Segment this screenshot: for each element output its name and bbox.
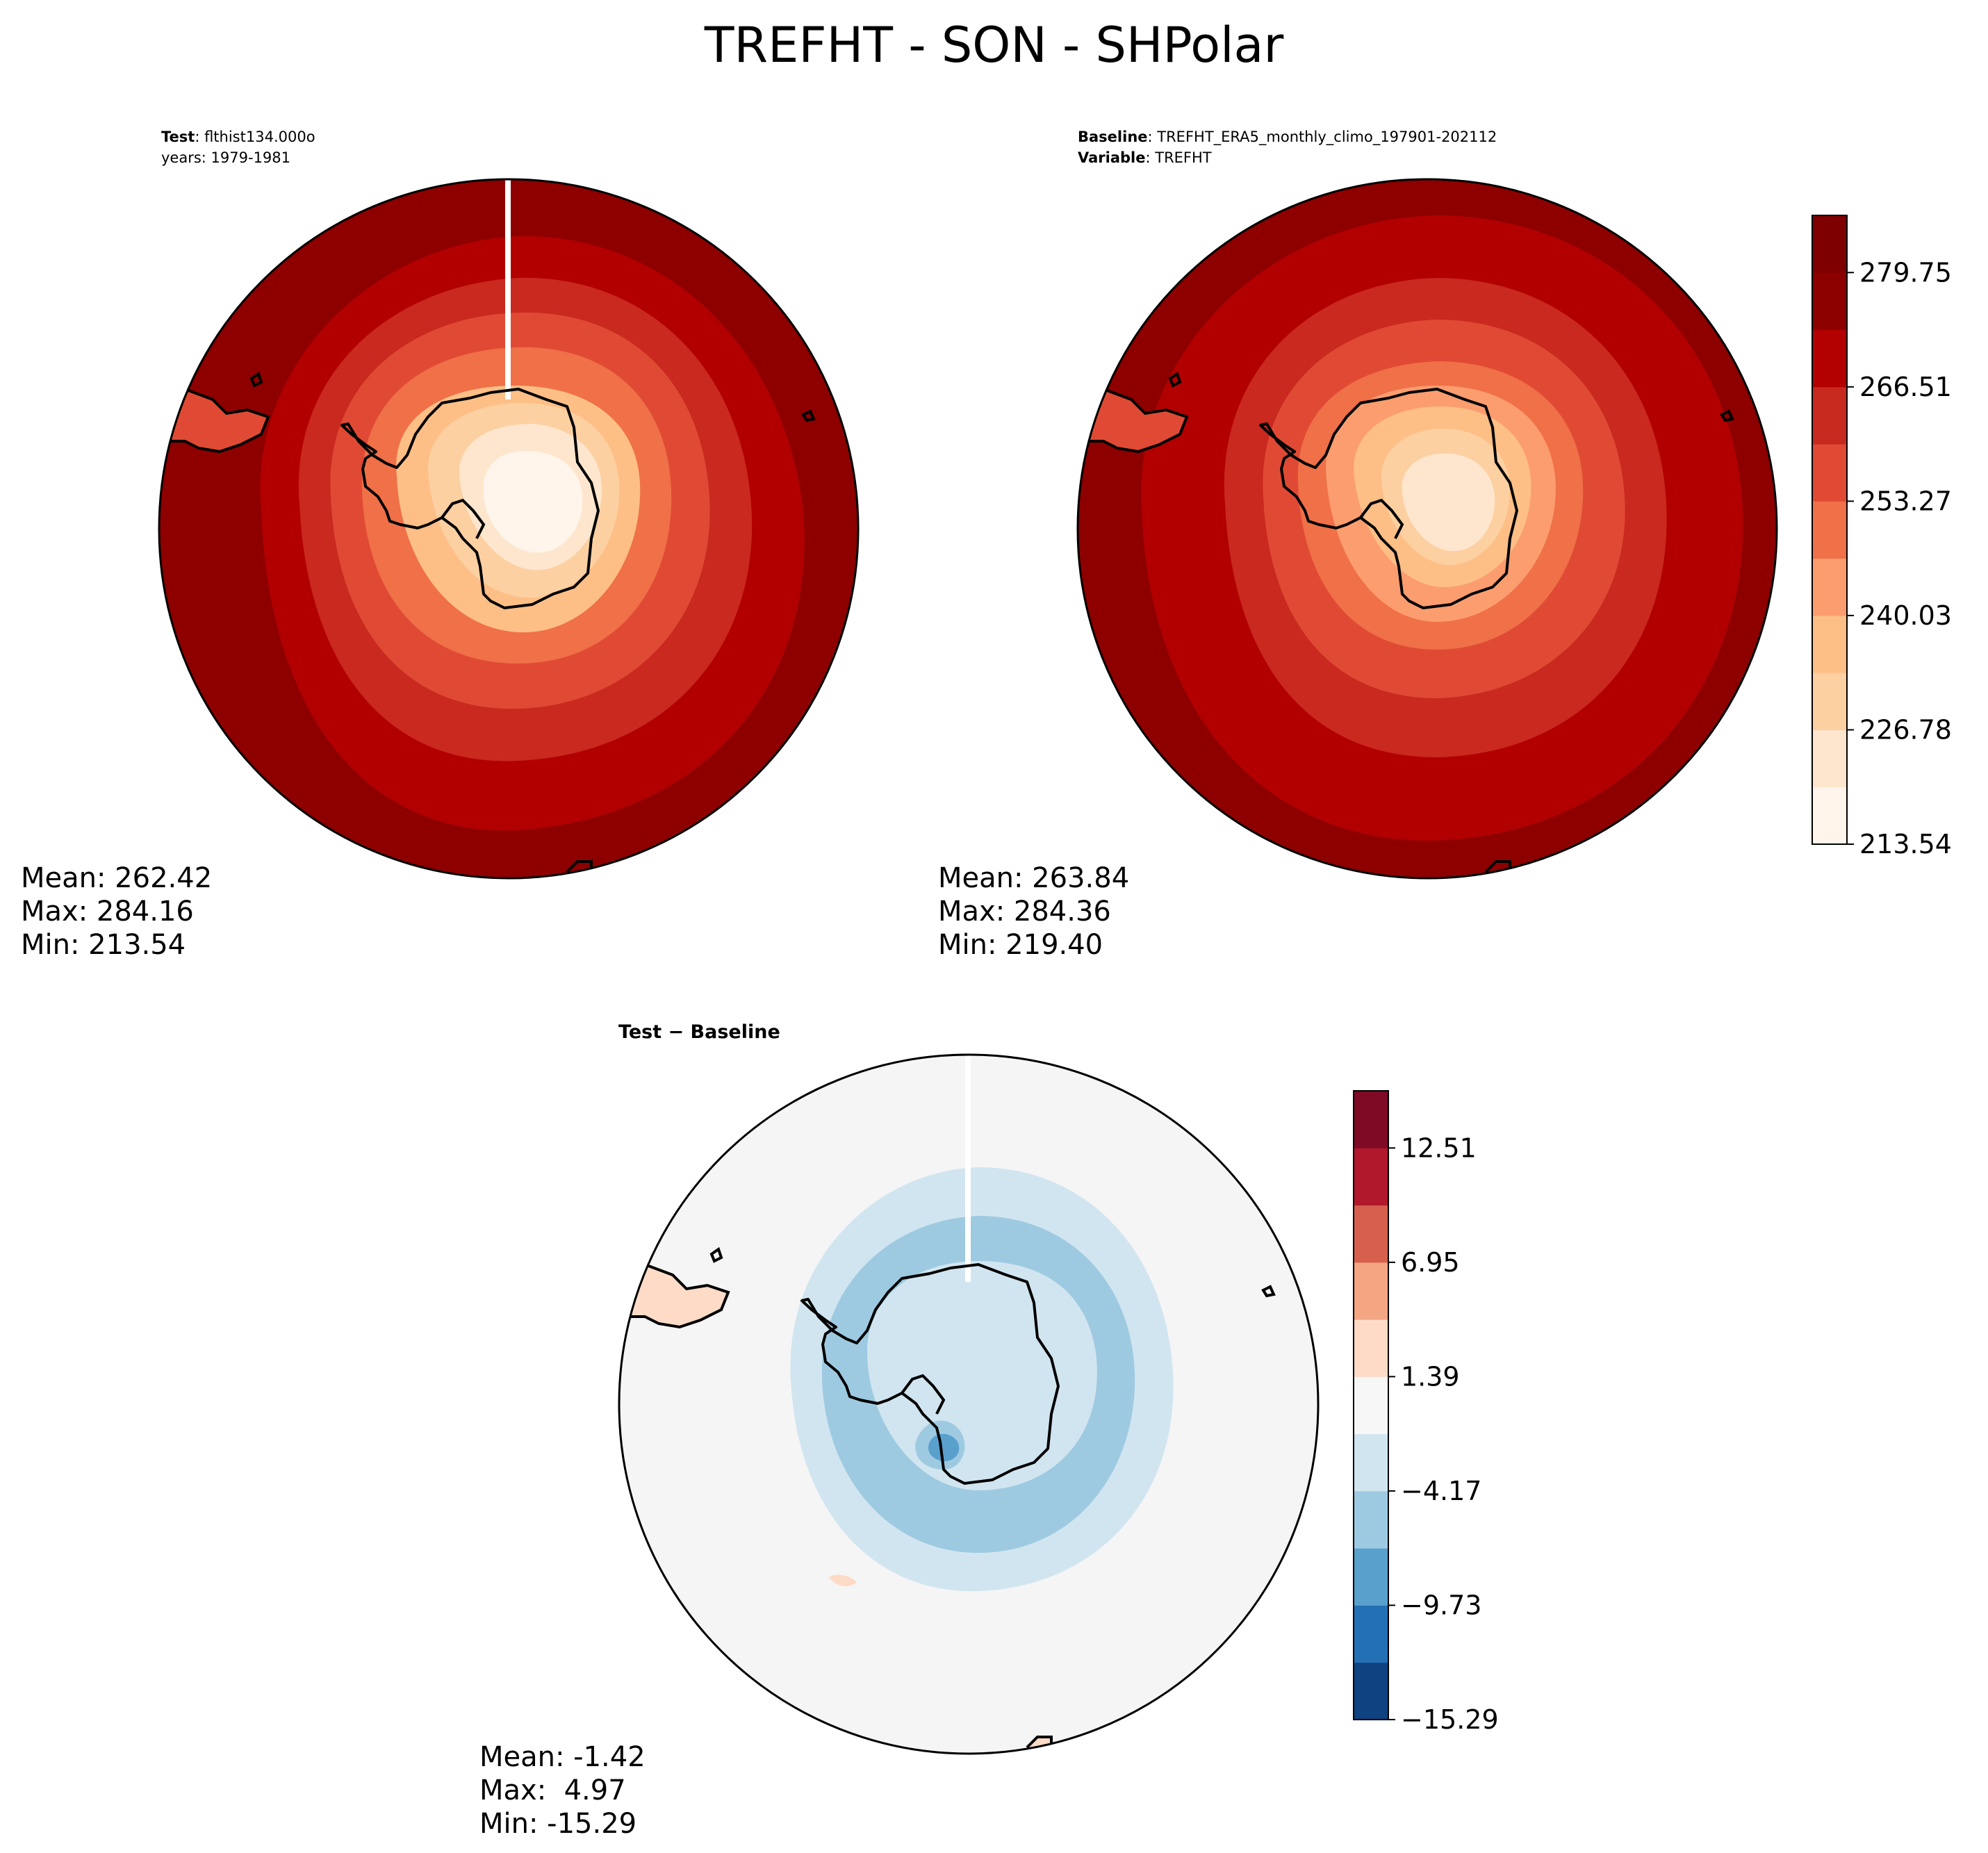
diff-antarctica-coastline [901, 1374, 946, 1415]
main-colorbar-color-segment [1812, 272, 1847, 331]
diff-missing-longitude-strip [965, 1055, 971, 1282]
diff-colorbar-tick-label: −15.29 [1401, 1704, 1499, 1735]
baseline-stats: Mean: 263.84 Max: 284.36 Min: 219.40 [938, 862, 1129, 962]
test-antarctica-coastline [441, 498, 486, 539]
baseline-antarctica-coastline [1359, 498, 1404, 539]
diff-field-band [928, 1433, 960, 1462]
baseline-dataset-name: : TREFHT_ERA5_monthly_climo_197901-20211… [1147, 129, 1497, 145]
diff-map [618, 1053, 1320, 1755]
diff-stat-min: Min: -15.29 [479, 1808, 637, 1840]
diff-colorbar-tick-label: 6.95 [1401, 1247, 1460, 1278]
baseline-stat-min: Min: 219.40 [938, 929, 1103, 961]
main-colorbar-tick-label: 226.78 [1859, 714, 1952, 745]
main-colorbar-tick-label: 240.03 [1859, 600, 1952, 631]
baseline-header-label: Baseline [1078, 129, 1148, 145]
diff-colorbar-color-segment [1354, 1605, 1388, 1663]
diff-colorbar-tick-label: −9.73 [1401, 1590, 1481, 1620]
baseline-stat-mean: Mean: 263.84 [938, 862, 1130, 894]
diff-antarctica-coastline [800, 1263, 1060, 1485]
main-colorbar-color-segment [1812, 673, 1847, 730]
diff-colorbar-color-segment [1354, 1490, 1388, 1549]
diff-stat-mean: Mean: -1.42 [479, 1741, 646, 1773]
main-colorbar-tick-label: 253.27 [1859, 486, 1952, 516]
diff-colorbar-frame [1353, 1090, 1389, 1720]
diff-colorbar: −15.29 −9.73 −4.17 1.39 6.95 12.51 [1353, 1090, 1499, 1735]
test-map [158, 178, 860, 880]
baseline-map-frame [1076, 178, 1778, 880]
baseline-header-line1: Baseline: TREFHT_ERA5_monthly_climo_1979… [1078, 126, 1497, 147]
main-colorbar-frame [1812, 215, 1848, 845]
test-header-line1: Test: flthist134.000o [161, 126, 315, 147]
test-stat-max: Max: 284.16 [21, 896, 194, 928]
main-colorbar-color-segment [1812, 501, 1847, 559]
main-colorbar-color-segment [1812, 787, 1847, 845]
diff-colorbar-color-segment [1354, 1662, 1388, 1720]
diff-island-coastline [1261, 1285, 1276, 1298]
diff-colorbar-tick-label: 1.39 [1401, 1361, 1460, 1392]
diff-stats: Mean: -1.42 Max: 4.97 Min: -15.29 [479, 1740, 646, 1840]
baseline-variable-name: : TREFHT [1145, 149, 1212, 166]
baseline-header-line2: Variable: TREFHT [1078, 147, 1212, 168]
diff-field-band [829, 1574, 857, 1587]
baseline-map [1076, 178, 1778, 880]
test-header-label: Test [161, 129, 195, 145]
main-colorbar-color-segment [1812, 730, 1847, 788]
diff-colorbar-color-segment [1354, 1205, 1388, 1263]
diff-map-frame [618, 1053, 1320, 1755]
diff-colorbar-color-segment [1354, 1262, 1388, 1320]
test-stats: Mean: 262.42 Max: 284.16 Min: 213.54 [21, 862, 212, 962]
test-map-frame [158, 178, 860, 880]
test-stat-mean: Mean: 262.42 [21, 862, 213, 894]
main-colorbar-tick-label: 213.54 [1859, 829, 1952, 859]
diff-title: Test − Baseline [618, 1021, 780, 1043]
diff-colorbar-color-segment [1354, 1548, 1388, 1606]
test-antarctica-coastline [340, 388, 600, 609]
main-colorbar-color-segment [1812, 444, 1847, 502]
baseline-antarctica-coastline [1259, 388, 1518, 609]
test-case-name: : flthist134.000o [195, 129, 315, 145]
diff-island-coastline [709, 1246, 723, 1263]
diff-colorbar-color-segment [1354, 1319, 1388, 1377]
main-colorbar-tick-label: 266.51 [1859, 372, 1952, 402]
diff-colorbar-color-segment [1354, 1433, 1388, 1492]
diff-colorbar-color-segment [1354, 1091, 1388, 1148]
diff-south-america-coastline [619, 1262, 730, 1329]
diff-colorbar-tick-label: 12.51 [1401, 1133, 1477, 1163]
main-colorbar-tick-label: 279.75 [1859, 257, 1952, 288]
main-colorbar-color-segment [1812, 329, 1847, 388]
test-field-band [483, 451, 583, 553]
test-stat-min: Min: 213.54 [21, 929, 186, 961]
main-colorbar-color-segment [1812, 386, 1847, 445]
test-island-coastline [801, 409, 816, 422]
test-missing-longitude-strip [505, 179, 511, 400]
baseline-island-coastline [1720, 409, 1734, 422]
test-south-america-coastline [159, 387, 270, 454]
test-years: years: 1979-1981 [161, 149, 291, 166]
diff-stat-max: Max: 4.97 [479, 1774, 626, 1806]
baseline-island-coastline [1168, 371, 1182, 388]
main-colorbar: 213.54 226.78 240.03 253.27 266.51 279.75 [1812, 215, 1952, 859]
diff-colorbar-color-segment [1354, 1376, 1388, 1435]
baseline-south-america-coastline [1078, 387, 1189, 454]
baseline-variable-label: Variable [1078, 149, 1146, 166]
diff-colorbar-tick-label: −4.17 [1401, 1476, 1481, 1506]
figure-title: TREFHT - SON - SHPolar [704, 17, 1284, 74]
main-colorbar-color-segment [1812, 615, 1847, 673]
main-colorbar-color-segment [1812, 215, 1847, 273]
diff-colorbar-color-segment [1354, 1148, 1388, 1206]
main-colorbar-color-segment [1812, 558, 1847, 616]
baseline-field-band [1402, 453, 1495, 552]
baseline-stat-max: Max: 284.36 [938, 896, 1111, 928]
test-island-coastline [249, 371, 263, 388]
